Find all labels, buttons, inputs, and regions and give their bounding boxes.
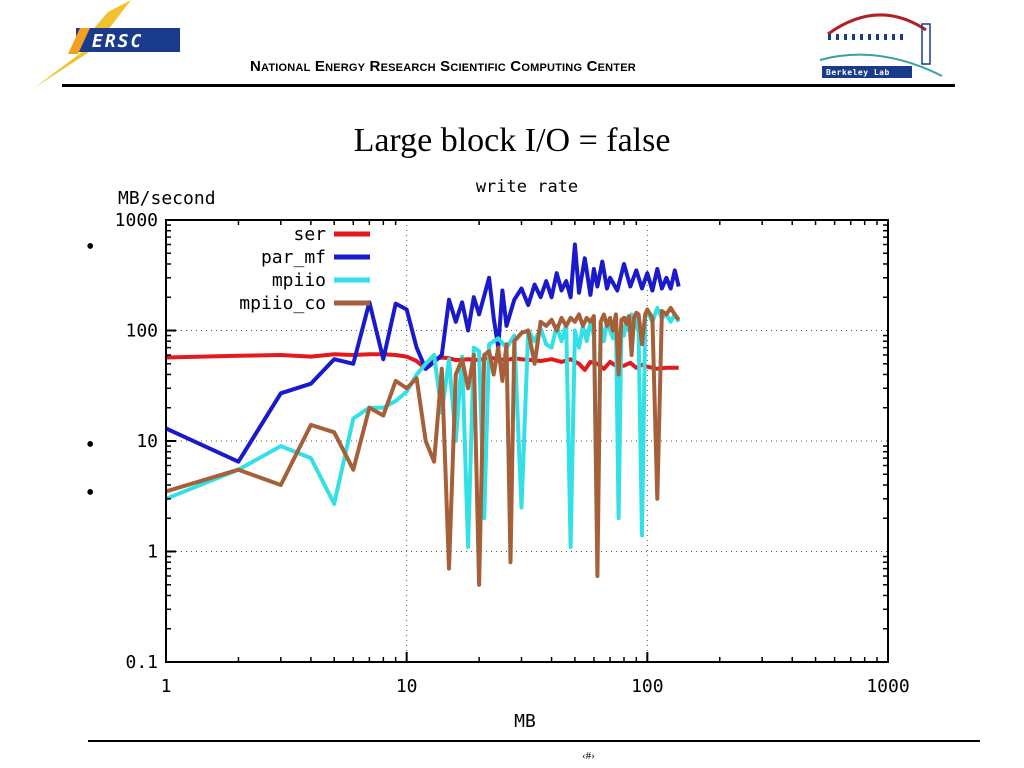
y-axis-label: MB/second: [118, 188, 216, 209]
legend-label-ser: ser: [293, 224, 326, 245]
x-axis-label: MB: [514, 711, 536, 732]
dome-arc-icon: [827, 13, 927, 36]
legend-label-mpiio-co: mpiio_co: [239, 293, 326, 314]
series-lines: [165, 242, 681, 587]
lightning-bolt-icon: [34, 0, 131, 88]
lab-name-plate: [822, 66, 912, 78]
lab-name-text: Berkeley Lab: [826, 68, 890, 77]
y-tick-label: 10: [136, 431, 158, 452]
footer-rule: [88, 740, 980, 742]
logo-text: ERSC: [92, 31, 143, 52]
x-tick-label: 100: [631, 676, 664, 697]
bullet-1: •: [86, 234, 95, 260]
x-tick-label: 1000: [866, 676, 909, 697]
x-tick-label: 1: [161, 676, 172, 697]
nersc-logo: ERSC: [34, 0, 180, 88]
legend-label-par-mf: par_mf: [261, 247, 326, 268]
slide-title: Large block I/O = false: [353, 122, 671, 159]
building-windows-icon: [828, 34, 903, 40]
x-tick-label: 10: [396, 676, 418, 697]
campanile-icon: [921, 23, 931, 65]
y-tick-label: 1: [147, 542, 158, 563]
y-tick-label: 1000: [115, 210, 158, 231]
y-tick-label: 100: [125, 321, 158, 342]
series-line-mpiio-co: [165, 305, 681, 587]
bullet-2: •: [86, 432, 95, 458]
org-name: National Energy Research Scientific Comp…: [250, 58, 636, 75]
header-rule: [62, 84, 955, 87]
chart-title: write rate: [476, 177, 578, 197]
y-tick-label: 0.1: [125, 652, 158, 673]
bullet-3: •: [86, 480, 95, 506]
logo-n-shape: [68, 28, 90, 54]
logo-plate: [76, 28, 180, 52]
hill-curve-icon: [819, 53, 943, 77]
page-number: ‹#›: [582, 750, 595, 762]
legend-label-mpiio: mpiio: [272, 270, 326, 291]
berkeley-lab-logo: Berkeley Lab: [819, 13, 943, 78]
series-line-par-mf: [165, 242, 681, 464]
